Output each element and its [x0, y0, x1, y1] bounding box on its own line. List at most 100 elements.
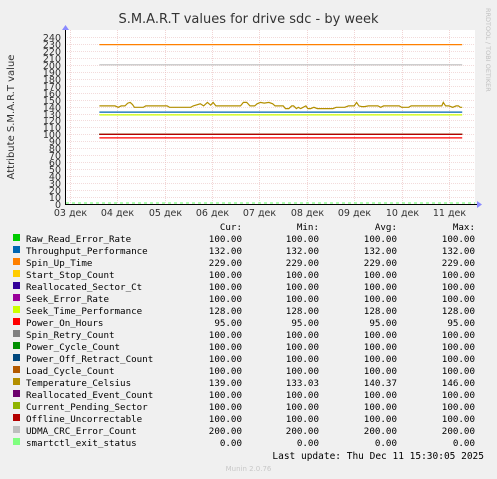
legend-cur: 229.00 — [208, 258, 242, 269]
y-tick-label: 160 — [43, 89, 61, 100]
x-tick-label: 06 дек — [196, 208, 230, 219]
legend-cur: 100.00 — [208, 402, 242, 413]
legend-cur: 100.00 — [208, 234, 242, 245]
legend-header-cur: Cur: — [219, 222, 242, 233]
y-tick-label: 90 — [49, 137, 61, 148]
y-tick-label: 190 — [43, 68, 61, 79]
legend-row: Seek_Time_Performance 128.00 128.00 128.00 1… — [0, 306, 497, 318]
legend-series-name: Reallocated_Event_Count — [26, 390, 154, 401]
legend-max: 128.00 — [441, 306, 475, 317]
legend-header: Cur: Min: Avg: Max: — [0, 222, 497, 234]
legend-swatch — [13, 294, 20, 301]
legend-swatch — [13, 282, 20, 289]
legend-series-name: Throughput_Performance — [26, 246, 148, 257]
y-tick-label: 180 — [43, 75, 61, 86]
legend-swatch — [13, 342, 20, 349]
legend-series-name: UDMA_CRC_Error_Count — [26, 426, 137, 437]
legend-avg: 100.00 — [363, 330, 397, 341]
legend-max: 100.00 — [441, 414, 475, 425]
y-axis-label: Attribute S.M.A.R.T value — [6, 55, 17, 180]
legend-min: 128.00 — [285, 306, 319, 317]
y-tick-label: 150 — [43, 96, 61, 107]
legend-swatch — [13, 354, 20, 361]
legend-max: 100.00 — [441, 390, 475, 401]
legend-row: Power_Off_Retract_Count 100.00 100.00 100.0… — [0, 354, 497, 366]
legend-row: Spin_Retry_Count 100.00 100.00 100.00 100.00 — [0, 330, 497, 342]
legend-cur: 100.00 — [208, 414, 242, 425]
legend-header-max: Max: — [452, 222, 475, 233]
legend-max: 100.00 — [441, 342, 475, 353]
legend-min: 100.00 — [285, 354, 319, 365]
legend-swatch — [13, 438, 20, 445]
legend-swatch — [13, 414, 20, 421]
legend-avg: 100.00 — [363, 294, 397, 305]
legend-cur: 100.00 — [208, 366, 242, 377]
legend-series-name: smartctl_exit_status — [26, 438, 137, 449]
chart-title: S.M.A.R.T values for drive sdc - by week — [118, 12, 379, 27]
legend-avg: 200.00 — [363, 426, 397, 437]
legend-cur: 100.00 — [208, 330, 242, 341]
legend-max: 100.00 — [441, 234, 475, 245]
y-tick-label: 70 — [49, 151, 61, 162]
y-tick-label: 100 — [43, 130, 61, 141]
grid — [65, 30, 475, 204]
legend-cur: 200.00 — [208, 426, 242, 437]
legend-swatch — [13, 318, 20, 325]
legend-cur: 95.00 — [214, 318, 242, 329]
y-tick-label: 110 — [43, 123, 61, 134]
y-tick-label: 240 — [43, 33, 61, 44]
legend-series-name: Power_Cycle_Count — [26, 342, 121, 353]
legend-min: 0.00 — [296, 438, 319, 449]
legend-avg: 132.00 — [363, 246, 397, 257]
legend-row: Offline_Uncorrectable 100.00 100.00 100.00 1… — [0, 414, 497, 426]
legend-series-name: Offline_Uncorrectable — [26, 414, 143, 425]
legend-row: smartctl_exit_status 0.00 0.00 0.00 0.00 — [0, 438, 497, 450]
legend-row: Reallocated_Sector_Ct 100.00 100.00 100.00 1… — [0, 282, 497, 294]
legend-row: Start_Stop_Count 100.00 100.00 100.00 100.00 — [0, 270, 497, 282]
legend-min: 132.00 — [285, 246, 319, 257]
series-line — [99, 101, 463, 110]
legend-swatch — [13, 330, 20, 337]
chart: 0102030405060708090100110120130140150160… — [6, 8, 492, 219]
legend-cur: 100.00 — [208, 390, 242, 401]
watermark: RRDTOOL / TOBI OETIKER — [484, 8, 492, 92]
series-lines — [66, 44, 475, 204]
y-tick-label: 30 — [49, 179, 61, 190]
legend-avg: 100.00 — [363, 390, 397, 401]
legend-row: Temperature_Celsius 139.00 133.03 140.37 146… — [0, 378, 497, 390]
legend-avg: 100.00 — [363, 366, 397, 377]
legend-swatch — [13, 270, 20, 277]
legend-min: 100.00 — [285, 414, 319, 425]
plot-area — [65, 30, 475, 205]
legend-max: 146.00 — [441, 378, 475, 389]
x-tick-label: 07 дек — [243, 208, 277, 219]
x-ticks: 03 дек 04 дек 05 дек 06 дек 07 дек 08 дек 09 д… — [54, 208, 467, 219]
y-tick-label: 140 — [43, 103, 61, 114]
legend-series-name: Current_Pending_Sector — [26, 402, 148, 413]
legend-min: 100.00 — [285, 402, 319, 413]
y-tick-label: 50 — [49, 165, 61, 176]
legend-avg: 128.00 — [363, 306, 397, 317]
legend-min: 100.00 — [285, 390, 319, 401]
legend-max: 0.00 — [452, 438, 475, 449]
legend-swatch — [13, 378, 20, 385]
legend-min: 100.00 — [285, 366, 319, 377]
legend-avg: 100.00 — [363, 342, 397, 353]
legend-series-name: Start_Stop_Count — [26, 270, 115, 281]
x-axis-arrow — [477, 201, 482, 208]
legend-avg: 100.00 — [363, 270, 397, 281]
x-tick-label: 09 дек — [338, 208, 372, 219]
legend-series-name: Seek_Time_Performance — [26, 306, 143, 317]
footer-version: Munin 2.0.76 — [225, 465, 272, 473]
legend-min: 100.00 — [285, 270, 319, 281]
legend-cur: 100.00 — [208, 354, 242, 365]
legend-series-name: Spin_Retry_Count — [26, 330, 115, 341]
legend-max: 95.00 — [447, 318, 475, 329]
legend-swatch — [13, 366, 20, 373]
x-tick-label: 03 дек — [54, 208, 88, 219]
legend-max: 100.00 — [441, 366, 475, 377]
x-tick-label: 10 дек — [386, 208, 420, 219]
legend-swatch — [13, 258, 20, 265]
legend-swatch — [13, 246, 20, 253]
y-tick-label: 0 — [55, 200, 61, 211]
